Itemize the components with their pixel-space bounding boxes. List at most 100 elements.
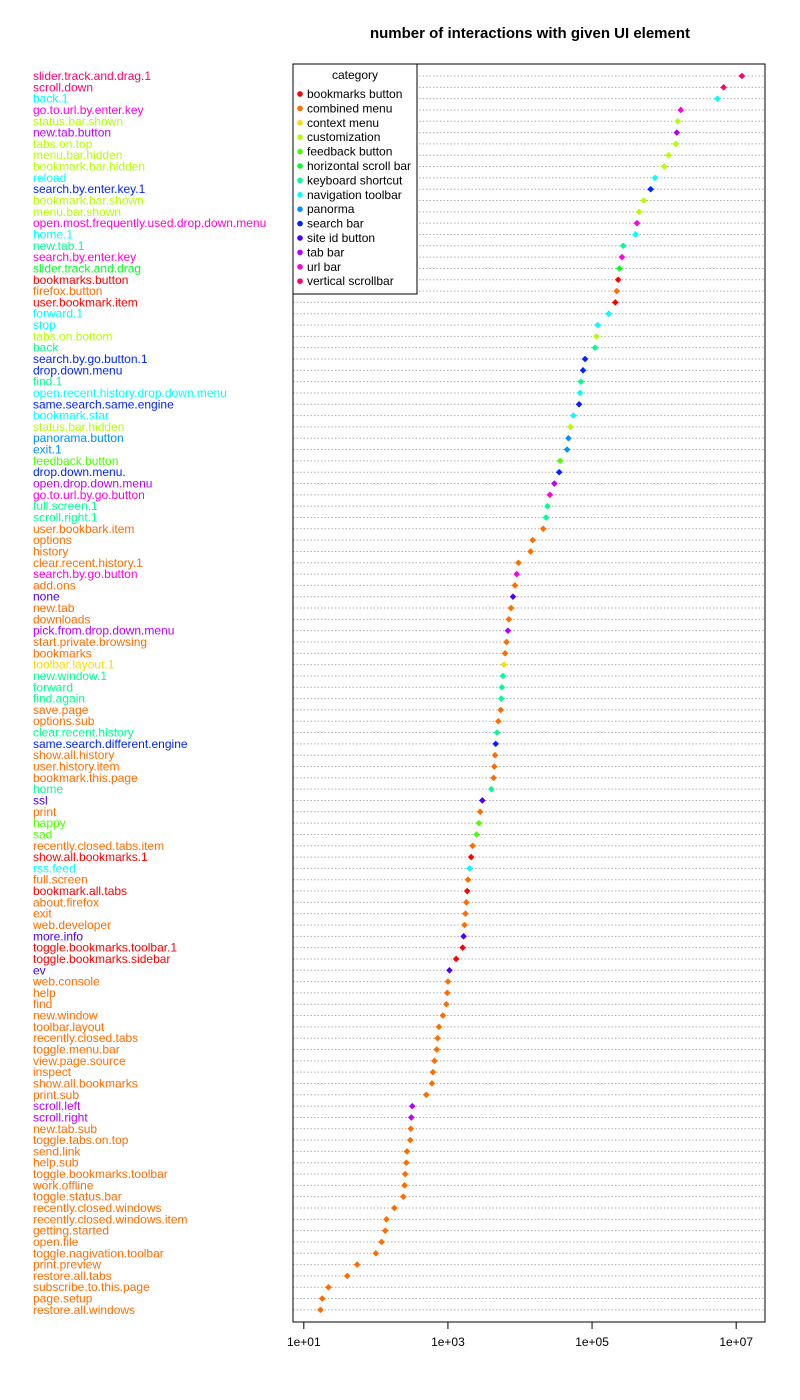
data-point xyxy=(714,95,721,102)
row-label: scroll.left xyxy=(33,1099,81,1113)
row-label: ssl xyxy=(33,793,48,807)
data-point xyxy=(381,1227,389,1234)
row-label: work.offline xyxy=(32,1178,94,1192)
legend-swatch xyxy=(297,134,303,140)
data-point xyxy=(647,185,654,193)
row-label: user.bookbark.item xyxy=(33,522,134,536)
row-label: status.bar.shown xyxy=(33,114,123,128)
row-label: user.bookmark.item xyxy=(33,295,138,309)
legend-swatch xyxy=(297,105,303,112)
legend-entry: site id button xyxy=(307,231,375,245)
data-point xyxy=(672,140,680,148)
row-label: restore.all.windows xyxy=(33,1303,135,1317)
legend-entry: keyboard shortcut xyxy=(307,173,403,187)
data-points xyxy=(317,72,746,1314)
data-point xyxy=(611,299,619,306)
x-axis: 1e+01 1e+03 1e+05 1e+07 xyxy=(287,1321,753,1349)
row-label: search.by.go.button xyxy=(33,567,138,581)
row-label: recently.closed.windows xyxy=(33,1201,162,1215)
legend-entry: combined menu xyxy=(307,101,392,115)
row-label: full.screen xyxy=(33,873,88,887)
data-point xyxy=(479,797,486,804)
row-label: feedback.button xyxy=(33,454,118,468)
row-label: toggle.status.bar xyxy=(33,1190,122,1204)
row-label: slider.track.and.drag.1 xyxy=(33,69,151,83)
row-label: print.sub xyxy=(33,1088,79,1102)
data-point xyxy=(475,819,483,827)
data-point xyxy=(507,604,515,612)
row-label: pick.from.drop.down.menu xyxy=(33,624,174,638)
data-point xyxy=(490,763,498,770)
row-label: help xyxy=(33,986,56,1000)
data-point xyxy=(435,1023,443,1031)
data-point xyxy=(462,910,469,917)
data-point xyxy=(401,1182,408,1189)
data-point xyxy=(444,978,452,985)
row-label: open.file xyxy=(33,1235,79,1249)
data-point xyxy=(318,1295,326,1302)
data-point xyxy=(498,683,506,691)
data-point xyxy=(720,84,727,91)
data-point xyxy=(674,117,682,125)
data-point xyxy=(493,729,501,736)
row-label: status.bar.hidden xyxy=(33,420,124,434)
row-label: scroll.down xyxy=(33,80,93,94)
data-point xyxy=(551,480,558,487)
data-point xyxy=(491,751,499,759)
row-label: open.drop.down.menu xyxy=(33,477,152,491)
legend-swatch xyxy=(297,249,303,256)
data-point xyxy=(325,1283,332,1291)
data-point xyxy=(452,955,460,963)
data-point xyxy=(565,434,572,442)
data-point xyxy=(476,808,484,816)
legend-entry: vertical scrollbar xyxy=(307,274,394,288)
row-label: back xyxy=(33,341,59,355)
row-label: history xyxy=(33,544,68,558)
row-label: about.firefox xyxy=(33,895,99,909)
x-tick-label: 1e+05 xyxy=(575,1335,609,1349)
row-label: stop xyxy=(33,318,56,332)
data-point xyxy=(408,1102,416,1110)
chart-title: number of interactions with given UI ele… xyxy=(370,25,690,42)
data-point xyxy=(509,593,517,601)
row-label: send.link xyxy=(33,1144,81,1158)
row-label: scroll.right.1 xyxy=(33,510,98,524)
row-label: find.again xyxy=(33,692,85,706)
legend-entry: horizontal scroll bar xyxy=(307,159,411,173)
data-point xyxy=(407,1114,415,1121)
data-point xyxy=(497,706,505,714)
legend-swatch xyxy=(297,148,303,155)
row-label: subscribe.to.this.page xyxy=(33,1280,150,1294)
data-point xyxy=(542,514,550,521)
row-label: go.to.url.by.go.button xyxy=(33,488,145,502)
row-label: home.1 xyxy=(33,227,73,241)
legend-title: category xyxy=(332,68,378,82)
row-label: exit xyxy=(33,907,52,921)
row-label: view.page.source xyxy=(33,1054,126,1068)
data-point xyxy=(464,876,472,884)
legend-swatch xyxy=(297,235,303,241)
row-label: toggle.bookmarks.toolbar.1 xyxy=(33,941,177,955)
row-label: start.private.browsing xyxy=(33,635,147,649)
row-label: toolbar.layout.1 xyxy=(33,658,115,672)
row-label: bookmarks.button xyxy=(33,273,128,287)
data-point xyxy=(632,231,639,238)
row-label: happy xyxy=(33,816,66,830)
data-point xyxy=(353,1261,361,1268)
data-point xyxy=(406,1136,414,1144)
data-point xyxy=(460,933,467,940)
data-point xyxy=(539,525,547,533)
row-label: same.search.different.engine xyxy=(33,737,188,751)
data-point xyxy=(343,1272,351,1280)
row-label: menu.bar.shown xyxy=(33,205,121,219)
data-point xyxy=(469,842,476,850)
data-point xyxy=(605,310,612,318)
legend-swatch xyxy=(297,163,303,169)
row-label: toolbar.layout xyxy=(33,1020,105,1034)
row-label: options.sub xyxy=(33,714,95,728)
data-point xyxy=(738,72,746,80)
data-point xyxy=(651,174,659,182)
data-point xyxy=(640,197,647,204)
row-label: print xyxy=(33,805,57,819)
data-point xyxy=(618,253,626,261)
